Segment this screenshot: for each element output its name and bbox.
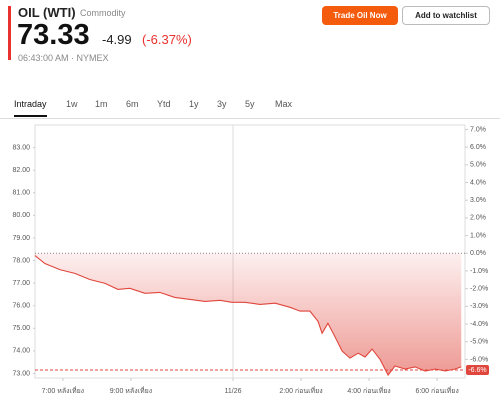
range-tab[interactable]: 1w [66, 99, 78, 109]
y-tick-label: 77.00 [12, 280, 30, 287]
y-tick-label: 80.00 [12, 212, 30, 219]
current-badge [466, 365, 489, 376]
y-tick-label: 82.00 [12, 167, 30, 174]
range-tab[interactable]: Ytd [157, 99, 171, 109]
area [35, 253, 462, 376]
x-tick-label: 7:00 หลังเที่ยง [42, 386, 84, 395]
y2-tick-label: 6.0% [470, 144, 486, 151]
x-tick-label: 2:00 ก่อนเที่ยง [279, 386, 322, 395]
timestamp: 06:43:00 AM · NYMEX [18, 53, 109, 63]
plot-frame [34, 124, 466, 379]
y2-tick-label: 2.0% [470, 215, 486, 222]
y-tick-label: 76.00 [12, 303, 30, 310]
x-tick-label: 4:00 ก่อนเที่ยง [347, 386, 390, 395]
current-label: -6.6% [468, 367, 486, 374]
range-tab[interactable]: Intraday [14, 99, 47, 117]
y2-tick-label: -6.0% [470, 356, 488, 363]
range-tabs: Intraday 1w 1m 6m Ytd 1y 3y 5y Max [0, 96, 500, 119]
y2-tick-label: -2.0% [470, 285, 488, 292]
y-tick-label: 75.00 [12, 325, 30, 332]
y2-tick-label: 7.0% [470, 126, 486, 133]
change: -4.99 [102, 32, 132, 47]
y2-tick-label: -1.0% [470, 268, 488, 275]
instrument-kind: Commodity [80, 8, 126, 18]
range-tab[interactable]: 1y [189, 99, 199, 109]
line [34, 255, 462, 377]
y2-tick-label: 4.0% [470, 179, 486, 186]
y-tick-label: 81.00 [12, 190, 30, 197]
y2-tick-label: 1.0% [470, 232, 486, 239]
y-tick-label: 79.00 [12, 235, 30, 242]
y2-tick-label: -5.0% [470, 339, 488, 346]
range-tab[interactable]: 5y [245, 99, 255, 109]
accent-bar [8, 6, 11, 60]
y2-tick-label: 0.0% [470, 250, 486, 257]
y2-tick-label: -3.0% [470, 303, 488, 310]
trade-button[interactable]: Trade Oil Now [322, 6, 398, 25]
range-tab[interactable]: 1m [95, 99, 108, 109]
y2-tick-label: 5.0% [470, 162, 486, 169]
x-tick-label: 11/26 [224, 388, 241, 395]
range-tab[interactable]: Max [275, 99, 293, 109]
instrument-name: OIL (WTI) [18, 5, 76, 20]
watchlist-button[interactable]: Add to watchlist [402, 6, 490, 25]
y2-tick-label: 3.0% [470, 197, 486, 204]
range-tab[interactable]: 3y [217, 99, 227, 109]
price: 73.33 [17, 19, 90, 51]
y-tick-label: 73.00 [12, 370, 30, 377]
x-tick-label: 6:00 ก่อนเที่ยง [415, 386, 458, 395]
range-tab[interactable]: 6m [126, 99, 139, 109]
y-tick-label: 74.00 [12, 348, 30, 355]
change-percent: (-6.37%) [142, 32, 192, 47]
y2-tick-label: -4.0% [470, 321, 488, 328]
y-tick-label: 78.00 [12, 257, 30, 264]
y-tick-label: 83.00 [12, 144, 30, 151]
x-tick-label: 9:00 หลังเที่ยง [110, 386, 152, 395]
